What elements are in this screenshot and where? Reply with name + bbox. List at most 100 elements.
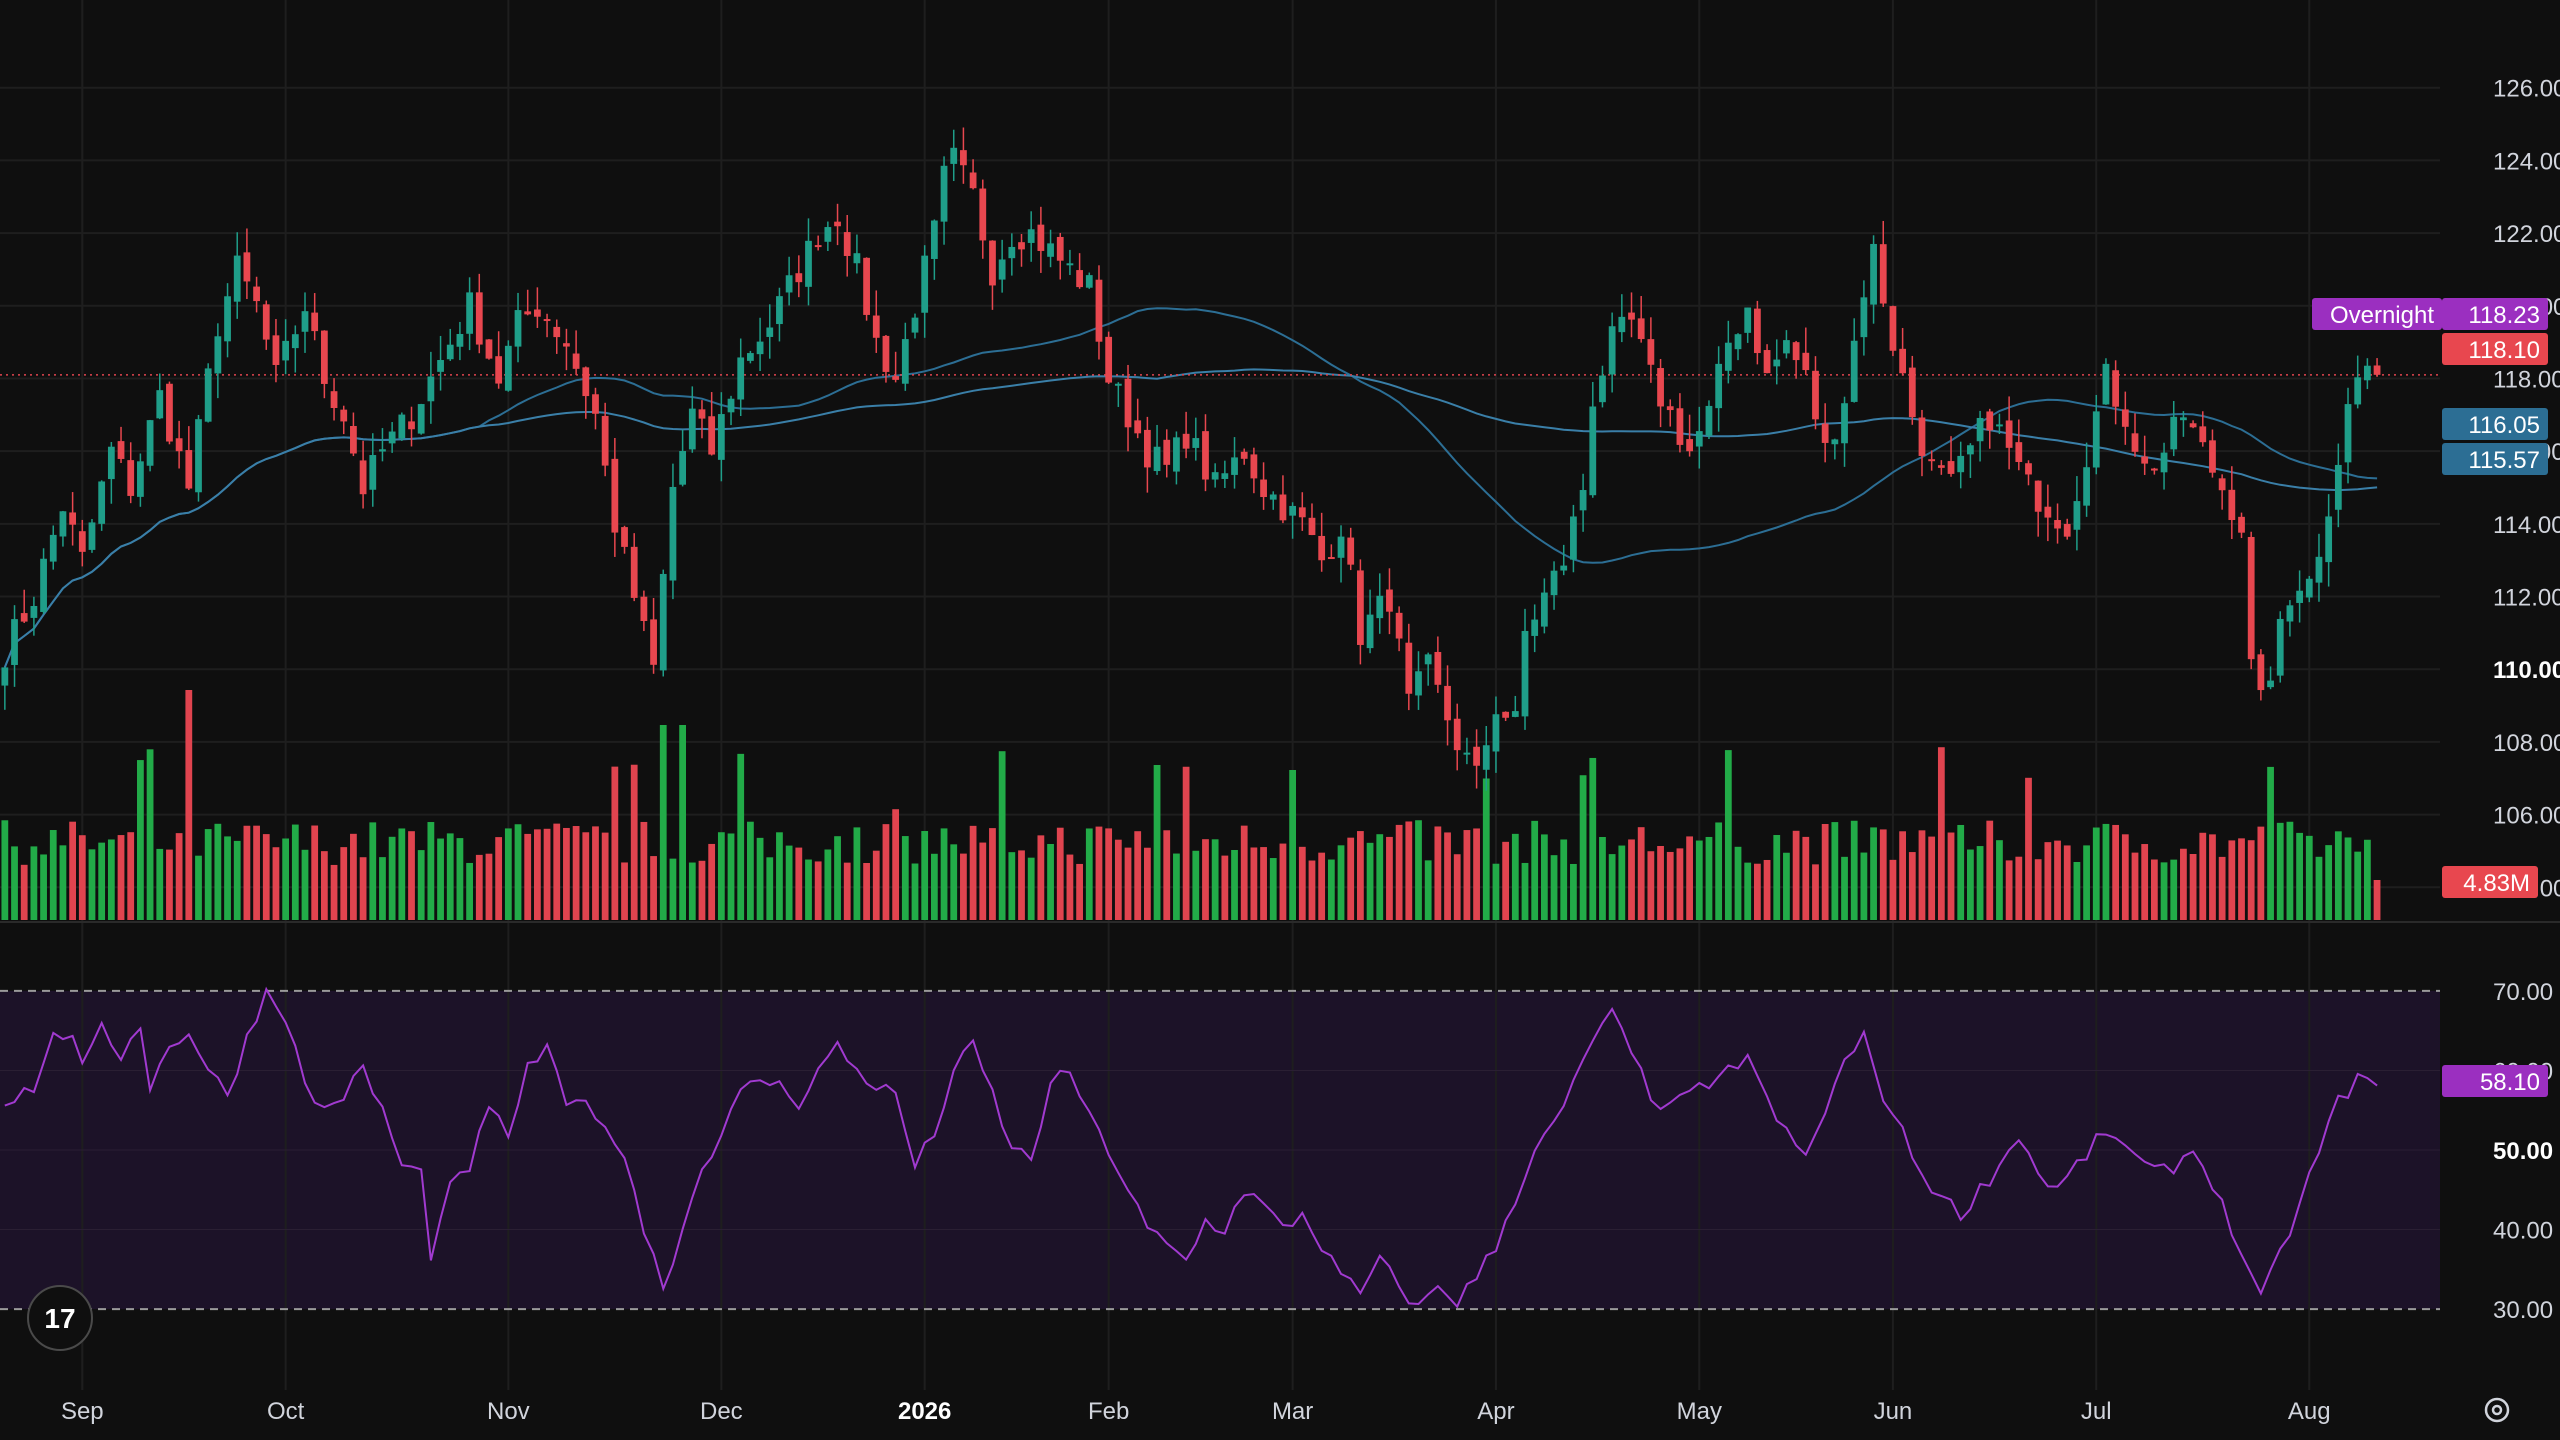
- candle[interactable]: [1250, 447, 1258, 494]
- candle[interactable]: [1860, 280, 1868, 356]
- candle[interactable]: [1211, 463, 1219, 488]
- candle[interactable]: [1560, 544, 1568, 576]
- candle[interactable]: [475, 273, 483, 354]
- candle[interactable]: [2092, 394, 2100, 475]
- candle[interactable]: [2257, 649, 2265, 701]
- candle[interactable]: [2005, 396, 2013, 470]
- candle[interactable]: [1018, 233, 1025, 267]
- candle[interactable]: [1695, 406, 1703, 469]
- candle[interactable]: [2267, 666, 2274, 690]
- candle[interactable]: [2238, 512, 2245, 539]
- candle[interactable]: [1705, 400, 1713, 440]
- candle[interactable]: [40, 548, 47, 614]
- candle[interactable]: [1163, 429, 1171, 478]
- candle[interactable]: [117, 426, 125, 463]
- candle[interactable]: [1821, 403, 1829, 463]
- candle[interactable]: [340, 405, 348, 435]
- candle[interactable]: [1192, 417, 1200, 461]
- candle[interactable]: [1482, 725, 1490, 791]
- candle[interactable]: [243, 228, 251, 300]
- candle[interactable]: [1841, 396, 1848, 467]
- candle[interactable]: [621, 525, 628, 554]
- candle[interactable]: [446, 328, 454, 361]
- candle[interactable]: [2112, 360, 2120, 425]
- candle[interactable]: [1231, 437, 1238, 489]
- candle[interactable]: [466, 277, 473, 351]
- candle[interactable]: [359, 440, 367, 509]
- candle[interactable]: [214, 323, 222, 399]
- candle[interactable]: [301, 292, 309, 353]
- candle[interactable]: [776, 287, 783, 342]
- candle[interactable]: [1531, 604, 1539, 653]
- candle[interactable]: [1289, 502, 1297, 539]
- candle[interactable]: [1095, 265, 1103, 360]
- candle[interactable]: [2015, 419, 2023, 471]
- candle[interactable]: [1957, 441, 1965, 489]
- candle[interactable]: [379, 428, 386, 462]
- candle[interactable]: [262, 300, 270, 350]
- candle[interactable]: [1308, 503, 1316, 536]
- candle[interactable]: [1134, 398, 1142, 439]
- candle[interactable]: [1937, 460, 1945, 475]
- candle[interactable]: [417, 403, 425, 435]
- candle[interactable]: [795, 255, 803, 298]
- candle[interactable]: [20, 589, 28, 624]
- candle[interactable]: [1724, 320, 1732, 384]
- candle[interactable]: [2334, 443, 2342, 528]
- candle[interactable]: [88, 518, 96, 553]
- candle[interactable]: [824, 221, 832, 252]
- candle[interactable]: [11, 605, 18, 687]
- candle[interactable]: [601, 402, 609, 477]
- candle[interactable]: [2189, 420, 2197, 429]
- candle[interactable]: [2034, 480, 2042, 537]
- candle[interactable]: [1047, 229, 1054, 268]
- candle[interactable]: [1511, 695, 1519, 718]
- candle[interactable]: [1027, 211, 1035, 262]
- candle[interactable]: [1405, 623, 1413, 711]
- candle[interactable]: [1337, 525, 1345, 583]
- candle[interactable]: [2209, 429, 2216, 478]
- candle[interactable]: [330, 378, 338, 421]
- candle[interactable]: [1347, 527, 1355, 571]
- candle[interactable]: [166, 381, 173, 445]
- candle[interactable]: [1628, 292, 1635, 338]
- candle[interactable]: [2121, 391, 2129, 445]
- candle[interactable]: [1153, 424, 1161, 475]
- candle[interactable]: [1037, 206, 1045, 273]
- candle[interactable]: [1386, 568, 1393, 635]
- candle[interactable]: [2228, 466, 2236, 540]
- candle[interactable]: [1327, 544, 1335, 560]
- candle[interactable]: [1434, 636, 1442, 693]
- candle[interactable]: [137, 453, 144, 507]
- candle[interactable]: [233, 232, 241, 319]
- candle[interactable]: [2054, 503, 2061, 544]
- candle[interactable]: [1143, 416, 1151, 493]
- candle[interactable]: [1114, 382, 1122, 407]
- candle[interactable]: [427, 351, 435, 424]
- candle[interactable]: [456, 321, 464, 361]
- candle[interactable]: [1744, 307, 1752, 343]
- candle[interactable]: [1240, 448, 1248, 465]
- settings-gear-icon[interactable]: [2484, 1397, 2510, 1423]
- candle[interactable]: [1463, 737, 1471, 765]
- candle[interactable]: [1570, 504, 1577, 573]
- candle[interactable]: [1763, 344, 1771, 374]
- candle[interactable]: [2247, 531, 2255, 670]
- candle[interactable]: [1996, 413, 2003, 434]
- candle[interactable]: [1173, 431, 1180, 485]
- candle[interactable]: [1056, 232, 1064, 280]
- candle[interactable]: [408, 406, 415, 447]
- candle[interactable]: [2083, 442, 2090, 517]
- candle[interactable]: [1676, 393, 1684, 453]
- candle[interactable]: [717, 392, 725, 482]
- candle[interactable]: [224, 283, 231, 358]
- candle[interactable]: [2315, 533, 2323, 602]
- candle[interactable]: [514, 292, 522, 363]
- candle[interactable]: [1502, 711, 1510, 722]
- candle[interactable]: [1318, 512, 1326, 572]
- tradingview-logo-button[interactable]: 17: [27, 1285, 93, 1351]
- candle[interactable]: [930, 219, 938, 280]
- candle[interactable]: [1783, 330, 1790, 359]
- candle[interactable]: [98, 480, 106, 531]
